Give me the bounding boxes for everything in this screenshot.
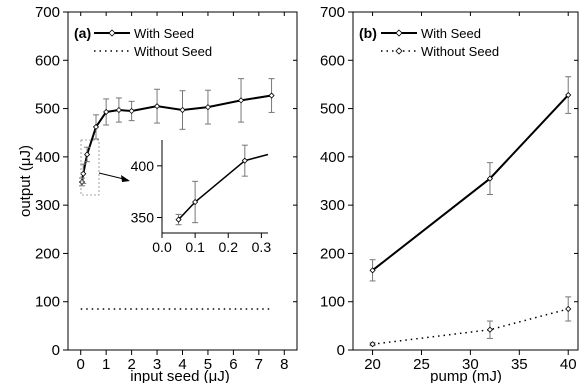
panel-a-y-axis-label: output (μJ) — [17, 145, 34, 217]
panel-b-with-seed-point — [565, 91, 572, 99]
panel-a-y-tick-label: 600 — [35, 52, 60, 69]
panel-a-y-tick-label: 100 — [35, 294, 60, 311]
panel-b-x-tick-label: 40 — [560, 356, 577, 373]
panel-b-plot-frame — [352, 11, 579, 351]
panel-b: (b) With Seed Without Seed 0 100 200 300 400… — [320, 4, 579, 385]
panel-a-with-seed-line — [81, 94, 272, 183]
panel-a-x-tick-label: 6 — [229, 356, 237, 373]
panel-a-x-tick-label: 8 — [280, 356, 288, 373]
panel-a-y-tick-label: 500 — [35, 101, 60, 118]
panel-a-y-tick-label: 300 — [35, 197, 60, 214]
panel-a-x-tick-label: 0 — [77, 356, 85, 373]
inset-x-tick-label: 0.2 — [219, 239, 239, 255]
inset-x-axis: 0.0 0.1 0.2 0.3 — [152, 233, 271, 255]
panel-b-without-seed-point — [369, 341, 376, 348]
panel-b-x-axis-label: pump (mJ) — [430, 368, 502, 383]
panel-b-x-tick-label: 20 — [364, 356, 381, 373]
panel-a-legend: With Seed Without Seed — [94, 26, 212, 59]
panel-a-plot-frame — [67, 11, 298, 351]
panel-a-x-tick-label: 5 — [204, 356, 212, 373]
panel-b-y-tick-label: 600 — [320, 52, 345, 69]
panel-a-x-tick-label: 7 — [255, 356, 263, 373]
panel-b-label: (b) — [359, 25, 377, 41]
panel-b-y-tick-label: 100 — [320, 294, 345, 311]
panel-a-series — [78, 78, 275, 310]
inset-point — [175, 216, 182, 223]
panel-b-without-seed-point — [565, 305, 572, 313]
panel-b-y-tick-label: 500 — [320, 101, 345, 118]
inset-with-seed-line — [178, 153, 269, 221]
panel-a: (a) With Seed Without Seed 0100200300400… — [17, 4, 298, 385]
panel-a-with-seed-point — [128, 107, 135, 115]
panel-a-x-tick-label: 4 — [178, 356, 186, 373]
inset-point — [241, 157, 248, 164]
panel-a-with-seed-point — [237, 97, 245, 104]
panel-a-x-axis-label: input seed (μJ) — [130, 368, 230, 383]
zoom-arrow-head — [121, 175, 130, 182]
panel-a-with-seed-point — [268, 92, 275, 99]
panel-b-y-tick-label: 200 — [320, 245, 345, 262]
inset-x-tick-label: 0.3 — [252, 239, 272, 255]
inset-x-tick-label: 0.0 — [152, 239, 172, 255]
panel-b-x-axis: 20 25 30 35 40 — [364, 12, 577, 373]
panel-b-without-seed-point — [486, 326, 494, 333]
zoom-region-box — [80, 139, 100, 196]
panel-a-with-seed-point — [92, 123, 100, 130]
inset-point — [192, 198, 199, 206]
panel-b-y-axis: 0 100 200 300 400 500 600 700 — [320, 4, 578, 359]
inset-y-tick-label: 350 — [131, 210, 155, 226]
panel-a-y-axis: 0 100 200 300 400 500 600 700 — [35, 4, 297, 359]
panel-a-x-tick-label: 2 — [127, 356, 135, 373]
inset-y-tick-label: 400 — [131, 158, 155, 174]
panel-b-with-seed-point — [486, 175, 494, 182]
panel-b-y-tick-label: 0 — [337, 342, 345, 359]
panel-a-x-tick-label: 1 — [102, 356, 110, 373]
panel-a-y-tick-label: 400 — [35, 149, 60, 166]
panel-b-with-seed-point — [369, 267, 376, 274]
panel-a-x-tick-label: 3 — [153, 356, 161, 373]
panel-b-without-seed-line — [372, 308, 569, 345]
panel-a-with-seed-point — [204, 104, 212, 111]
legend-a-without-seed-text: Without Seed — [134, 44, 212, 59]
panel-b-with-seed-line — [371, 94, 569, 272]
panel-b-y-tick-label: 700 — [320, 4, 345, 21]
panel-a-with-seed-point — [115, 106, 122, 114]
inset-series — [175, 144, 269, 226]
inset-chart: 350 400 0.0 0.1 0.2 0.3 — [131, 140, 271, 255]
panel-b-y-tick-label: 300 — [320, 197, 345, 214]
panel-b-series — [369, 76, 572, 348]
inset-x-tick-label: 0.1 — [185, 239, 205, 255]
panel-b-x-tick-label: 25 — [413, 356, 430, 373]
panel-a-with-seed-point — [80, 170, 87, 177]
legend-b-without-seed-text: Without Seed — [421, 44, 499, 59]
panel-a-label: (a) — [74, 25, 91, 41]
panel-a-y-tick-label: 200 — [35, 245, 60, 262]
panel-a-with-seed-point — [84, 151, 91, 158]
legend-b-with-seed-marker — [395, 29, 403, 37]
legend-b-with-seed-text: With Seed — [421, 26, 481, 41]
panel-b-x-tick-label: 35 — [511, 356, 528, 373]
panel-b-x-tick-label: 30 — [462, 356, 479, 373]
panel-a-y-tick-label: 0 — [52, 342, 60, 359]
legend-a-with-seed-marker — [108, 29, 116, 37]
legend-b-without-seed-marker — [395, 47, 403, 55]
panel-b-y-tick-label: 400 — [320, 149, 345, 166]
inset-y-axis: 350 400 — [131, 158, 162, 226]
panel-b-legend: With Seed Without Seed — [381, 26, 499, 59]
panel-a-y-tick-label: 700 — [35, 4, 60, 21]
panel-a-with-seed-point — [103, 108, 110, 116]
panel-a-with-seed-point — [179, 106, 186, 114]
legend-a-with-seed-text: With Seed — [134, 26, 194, 41]
panel-a-with-seed-point — [153, 103, 161, 110]
